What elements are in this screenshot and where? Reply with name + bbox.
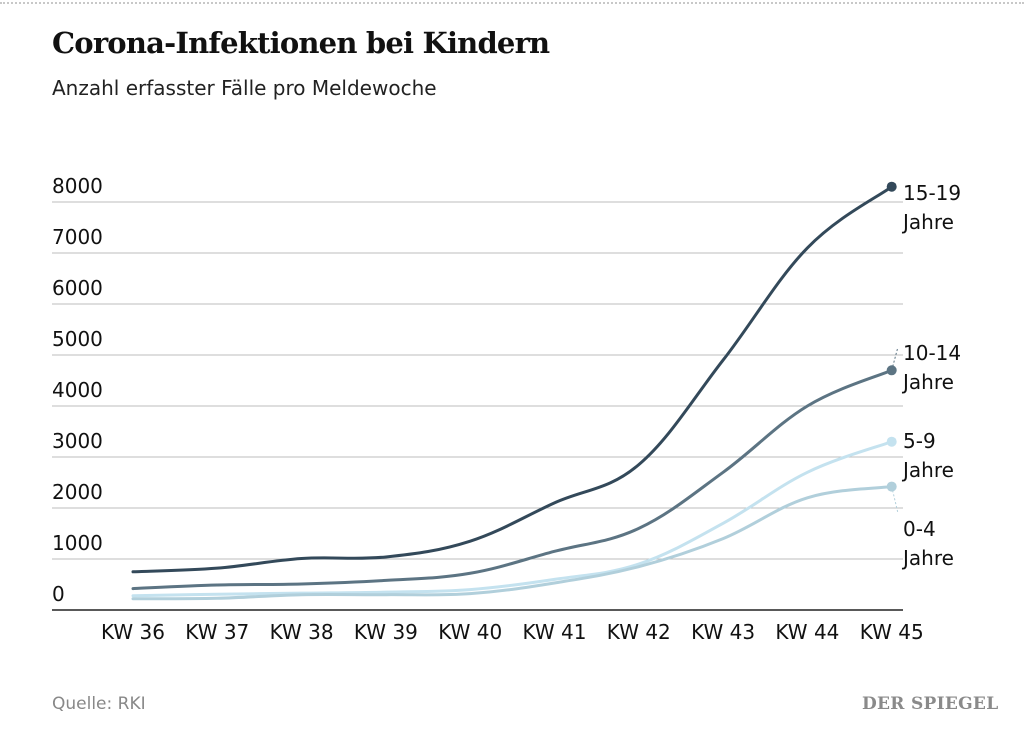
y-tick-label: 1000 (52, 531, 103, 555)
x-tick-label: KW 43 (691, 620, 755, 644)
series-label: 0-4 (903, 517, 936, 541)
series-end-marker (886, 365, 897, 376)
series-label: Jahre (901, 458, 954, 482)
chart-title: Corona-Infektionen bei Kindern (52, 26, 550, 60)
top-dotted-rule (0, 2, 1024, 4)
series-label: 15-19 (903, 181, 961, 205)
x-tick-label: KW 36 (101, 620, 165, 644)
series-label: 10-14 (903, 341, 961, 365)
y-tick-label: 6000 (52, 276, 103, 300)
source-note: Quelle: RKI (52, 694, 146, 714)
x-tick-label: KW 45 (860, 620, 924, 644)
series-label: Jahre (901, 210, 954, 234)
series-label: Jahre (901, 370, 954, 394)
x-tick-label: KW 41 (523, 620, 587, 644)
y-tick-label: 3000 (52, 429, 103, 453)
x-tick-label: KW 39 (354, 620, 418, 644)
series-line (131, 440, 894, 598)
y-tick-label: 7000 (52, 225, 103, 249)
x-tick-label: KW 40 (438, 620, 502, 644)
x-tick-label: KW 44 (775, 620, 839, 644)
y-tick-label: 8000 (52, 174, 103, 198)
y-tick-label: 5000 (52, 327, 103, 351)
y-tick-label: 2000 (52, 480, 103, 504)
series-end-marker (886, 436, 897, 447)
x-tick-label: KW 42 (607, 620, 671, 644)
chart-subtitle: Anzahl erfasster Fälle pro Meldewoche (52, 76, 437, 100)
series-line (131, 485, 894, 601)
series-line (131, 185, 894, 574)
y-tick-label: 0 (52, 582, 65, 606)
series-label: Jahre (901, 546, 954, 570)
series-end-marker (886, 181, 897, 192)
series-end-marker (886, 481, 897, 492)
brand-logo: DER SPIEGEL (862, 694, 999, 714)
series-line (131, 368, 894, 591)
series-label: 5-9 (903, 429, 936, 453)
y-tick-label: 4000 (52, 378, 103, 402)
x-tick-label: KW 38 (270, 620, 334, 644)
x-tick-label: KW 37 (185, 620, 249, 644)
